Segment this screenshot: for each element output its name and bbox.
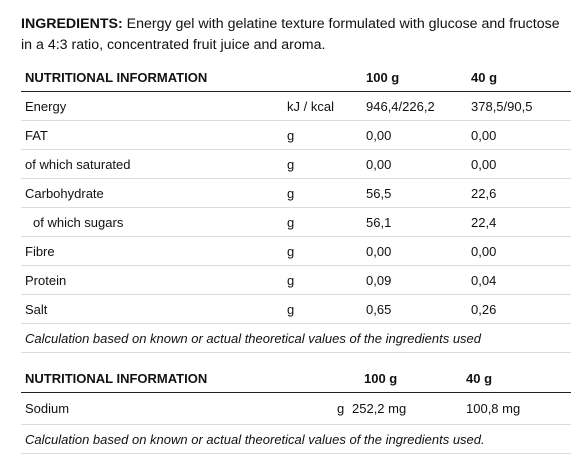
row-per100: 0,09 [366, 272, 392, 288]
header-title: NUTRITIONAL INFORMATION [25, 69, 208, 85]
nutrition-table-main: NUTRITIONAL INFORMATION 100 g 40 g Energ… [21, 63, 571, 353]
header-title: NUTRITIONAL INFORMATION [25, 370, 208, 386]
row-unit: kJ / kcal [287, 98, 334, 114]
table-row-protein: Protein g 0,09 0,04 [21, 266, 571, 295]
table-row-salt: Salt g 0,65 0,26 [21, 295, 571, 324]
row-label: Salt [25, 301, 48, 317]
row-per100: 0,00 [366, 156, 392, 172]
row-per40: 0,00 [471, 127, 497, 143]
table-note-row: Calculation based on known or actual the… [21, 324, 571, 353]
row-per40: 378,5/90,5 [471, 98, 533, 114]
row-unit: g [287, 301, 295, 317]
table-row-saturated: of which saturated g 0,00 0,00 [21, 150, 571, 179]
row-unit: g [287, 243, 295, 259]
nutrition-table-sodium: NUTRITIONAL INFORMATION 100 g 40 g Sodiu… [21, 364, 571, 454]
table-row-sodium: Sodium g 252,2 mg 100,8 mg [21, 393, 571, 425]
row-unit: g [287, 214, 295, 230]
row-label: Carbohydrate [25, 185, 104, 201]
row-label: FAT [25, 127, 48, 143]
row-label: Sodium [25, 401, 70, 416]
row-per40: 100,8 mg [466, 401, 521, 416]
row-unit: g [287, 156, 295, 172]
table-row-fat: FAT g 0,00 0,00 [21, 121, 571, 150]
row-label: Protein [25, 272, 67, 288]
row-per100: 946,4/226,2 [366, 98, 435, 114]
calculation-note: Calculation based on known or actual the… [25, 431, 485, 447]
ingredients-paragraph: INGREDIENTS: Energy gel with gelatine te… [21, 14, 571, 56]
header-40g: 40 g [471, 69, 498, 85]
row-per100: 56,1 [366, 214, 392, 230]
header-100g: 100 g [366, 69, 400, 85]
row-unit: g [287, 272, 295, 288]
table-row-energy: Energy kJ / kcal 946,4/226,2 378,5/90,5 [21, 92, 571, 121]
row-per40: 22,4 [471, 214, 497, 230]
row-unit: g [287, 185, 295, 201]
ingredients-label: INGREDIENTS: [21, 16, 123, 32]
header-40g: 40 g [466, 370, 493, 386]
row-per100: 0,00 [366, 127, 392, 143]
table-note-row: Calculation based on known or actual the… [21, 425, 571, 454]
table-row-fibre: Fibre g 0,00 0,00 [21, 237, 571, 266]
table-row-sugars: of which sugars g 56,1 22,4 [21, 208, 571, 237]
row-unit: g [337, 401, 345, 416]
row-per40: 0,26 [471, 301, 497, 317]
row-label: Energy [25, 98, 67, 114]
row-label: of which sugars [33, 214, 124, 230]
header-100g: 100 g [364, 370, 398, 386]
row-label: Fibre [25, 243, 55, 259]
row-unit: g [287, 127, 295, 143]
ingredients-text: Energy gel with gelatine texture formula… [21, 16, 560, 53]
row-per100: 0,65 [366, 301, 392, 317]
table-header: NUTRITIONAL INFORMATION 100 g 40 g [21, 364, 571, 393]
row-per40: 0,00 [471, 243, 497, 259]
row-label: of which saturated [25, 156, 131, 172]
row-per100: 56,5 [366, 185, 392, 201]
table-row-carbohydrate: Carbohydrate g 56,5 22,6 [21, 179, 571, 208]
calculation-note: Calculation based on known or actual the… [25, 330, 482, 346]
row-per100: 0,00 [366, 243, 392, 259]
row-per40: 0,00 [471, 156, 497, 172]
table-header: NUTRITIONAL INFORMATION 100 g 40 g [21, 63, 571, 92]
row-per40: 0,04 [471, 272, 497, 288]
row-per40: 22,6 [471, 185, 497, 201]
row-per100: 252,2 mg [352, 401, 407, 416]
